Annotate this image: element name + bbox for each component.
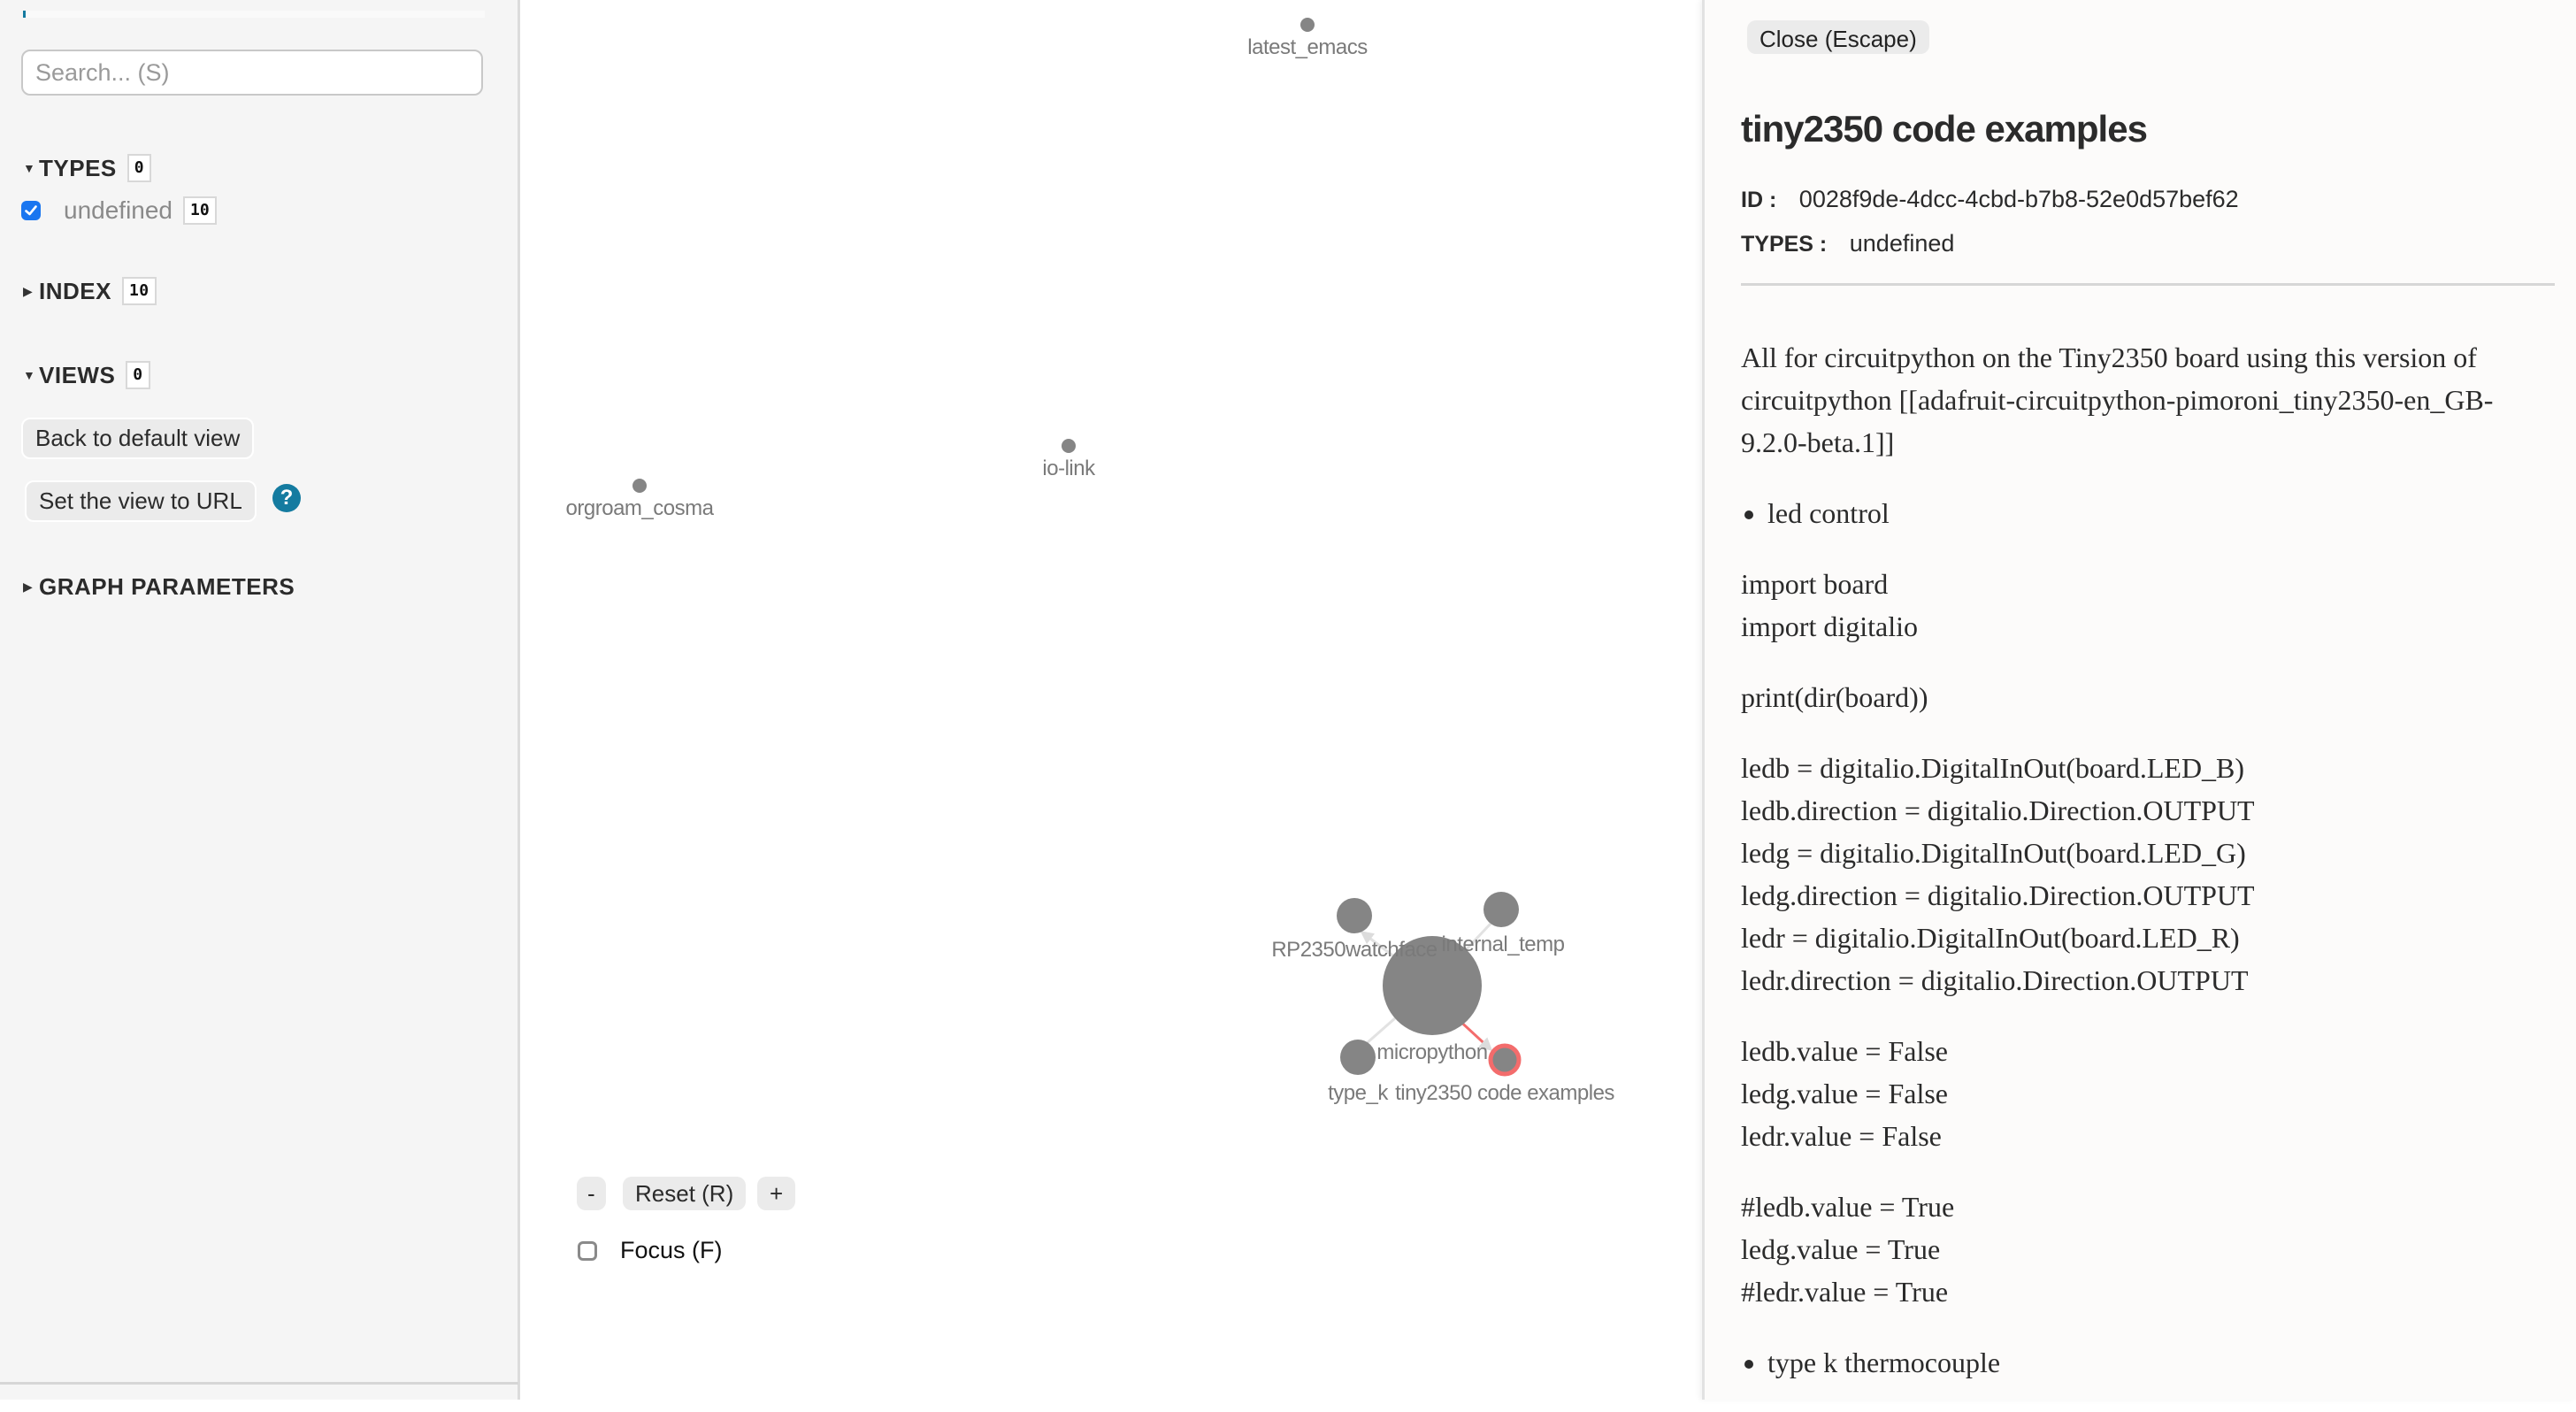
node-rp2350watchface[interactable]: [1337, 898, 1372, 933]
zoom-out-button[interactable]: -: [577, 1177, 606, 1210]
caret-down-icon: ▼: [23, 161, 36, 175]
graph-parameters-label: GRAPH PARAMETERS: [39, 573, 295, 600]
index-section-label: INDEX: [39, 277, 111, 304]
progress-fill: [23, 11, 26, 18]
node-label-latest-emacs: latest_emacs: [1247, 35, 1368, 59]
checkbox-unchecked-icon[interactable]: [578, 1240, 597, 1261]
code-line: ledb.direction = digitalio.Direction.OUT…: [1741, 794, 2255, 826]
sidebar: ▼ TYPES 0 undefined 10 ▶ INDEX 10 ▼ VIEW…: [0, 0, 520, 1400]
node-latest-emacs[interactable]: [1300, 18, 1315, 32]
code-line: ledg = digitalio.DigitalInOut(board.LED_…: [1741, 837, 2246, 869]
code-line: ledr.direction = digitalio.Direction.OUT…: [1741, 964, 2249, 996]
back-to-default-view-button[interactable]: Back to default view: [21, 418, 255, 459]
loading-progress-bar: [23, 11, 485, 18]
node-io-link[interactable]: [1062, 439, 1076, 453]
graph-svg[interactable]: [523, 0, 1702, 1400]
record-divider: [1741, 283, 2555, 286]
types-value: undefined: [1849, 230, 1955, 257]
views-section-label: VIEWS: [39, 361, 116, 388]
id-value: 0028f9de-4dcc-4cbd-b7b8-52e0d57bef62: [1798, 186, 2239, 212]
code-line: ledg.direction = digitalio.Direction.OUT…: [1741, 879, 2255, 911]
sidebar-divider: [0, 1382, 518, 1385]
record-panel: Close (Escape) tiny2350 code examples ID…: [1702, 0, 2576, 1400]
types-count-badge: 0: [126, 154, 152, 182]
node-tiny2350-selected[interactable]: [1488, 1043, 1522, 1077]
type-filter-count: 10: [183, 196, 217, 225]
search-input[interactable]: [21, 50, 483, 96]
code-line: ledr.value = False: [1741, 1120, 1942, 1152]
checkbox-checked-icon[interactable]: [21, 201, 41, 220]
code-false-values: ledb.value = False ledg.value = False le…: [1741, 1030, 2555, 1157]
id-label: ID :: [1741, 188, 1777, 212]
record-types-row: TYPES : undefined: [1741, 230, 1954, 257]
index-count-badge: 10: [121, 277, 157, 305]
node-label-internal-temp: internal_temp: [1441, 932, 1565, 956]
help-icon[interactable]: ?: [272, 484, 301, 512]
node-label-rp2350watchface: RP2350watchface: [1271, 938, 1438, 962]
bullet-led-control: led control: [1767, 492, 2555, 534]
record-title: tiny2350 code examples: [1741, 108, 2148, 150]
type-filter-undefined[interactable]: undefined 10: [21, 196, 217, 225]
code-line: ledb.value = False: [1741, 1035, 1948, 1067]
code-line: #ledr.value = True: [1741, 1276, 1949, 1308]
type-filter-label: undefined: [64, 196, 173, 224]
graph-canvas[interactable]: latest_emacs io-link orgroam_cosma micro…: [523, 0, 1702, 1400]
node-orgroam-cosma[interactable]: [632, 479, 647, 493]
code-print: print(dir(board)): [1741, 681, 1928, 713]
node-label-orgroam-cosma: orgroam_cosma: [565, 496, 714, 520]
record-id-row: ID : 0028f9de-4dcc-4cbd-b7b8-52e0d57bef6…: [1741, 186, 2239, 213]
code-true-values: #ledb.value = True ledg.value = True #le…: [1741, 1186, 2555, 1313]
code-line: ledg.value = False: [1741, 1078, 1948, 1109]
bullet-list: led control: [1741, 492, 2555, 534]
focus-toggle[interactable]: Focus (F): [578, 1237, 723, 1264]
code-line: #ledb.value = True: [1741, 1191, 1955, 1223]
code-line: ledb = digitalio.DigitalInOut(board.LED_…: [1741, 752, 2245, 784]
code-line: ledr = digitalio.DigitalInOut(board.LED_…: [1741, 922, 2240, 954]
record-content: All for circuitpython on the Tiny2350 bo…: [1741, 336, 2555, 1412]
reset-zoom-button[interactable]: Reset (R): [623, 1177, 747, 1210]
views-count-badge: 0: [126, 361, 150, 389]
code-setup: ledb = digitalio.DigitalInOut(board.LED_…: [1741, 747, 2555, 1001]
node-type-k[interactable]: [1340, 1040, 1376, 1075]
types-section-label: TYPES: [39, 154, 117, 181]
node-micropython[interactable]: [1383, 936, 1482, 1035]
node-internal-temp[interactable]: [1484, 892, 1519, 927]
bullet-list: type k thermocouple: [1741, 1341, 2555, 1384]
caret-right-icon: ▶: [23, 283, 34, 298]
types-label: TYPES :: [1741, 232, 1828, 257]
code-line: ledg.value = True: [1741, 1233, 1941, 1265]
caret-down-icon: ▼: [23, 368, 36, 382]
node-label-type-k: type_k: [1328, 1081, 1388, 1105]
node-label-micropython: micropython: [1376, 1040, 1488, 1064]
focus-label: Focus (F): [620, 1237, 723, 1263]
close-record-button[interactable]: Close (Escape): [1747, 20, 1929, 54]
types-section-toggle[interactable]: ▼ TYPES 0: [23, 154, 152, 182]
zoom-in-button[interactable]: +: [757, 1177, 796, 1210]
views-section-toggle[interactable]: ▼ VIEWS 0: [23, 361, 150, 389]
node-label-io-link: io-link: [1042, 457, 1095, 480]
code-imports: import board import digitalio: [1741, 563, 2555, 648]
record-intro: All for circuitpython on the Tiny2350 bo…: [1741, 341, 2494, 458]
code-line: import board: [1741, 568, 1889, 600]
set-view-to-url-button[interactable]: Set the view to URL: [25, 480, 257, 522]
index-section-toggle[interactable]: ▶ INDEX 10: [23, 277, 157, 305]
node-label-tiny2350: tiny2350 code examples: [1395, 1081, 1614, 1105]
caret-right-icon: ▶: [23, 579, 34, 594]
graph-parameters-toggle[interactable]: ▶ GRAPH PARAMETERS: [23, 573, 295, 601]
bullet-thermocouple: type k thermocouple: [1767, 1341, 2555, 1384]
code-line: import digitalio: [1741, 610, 1918, 642]
